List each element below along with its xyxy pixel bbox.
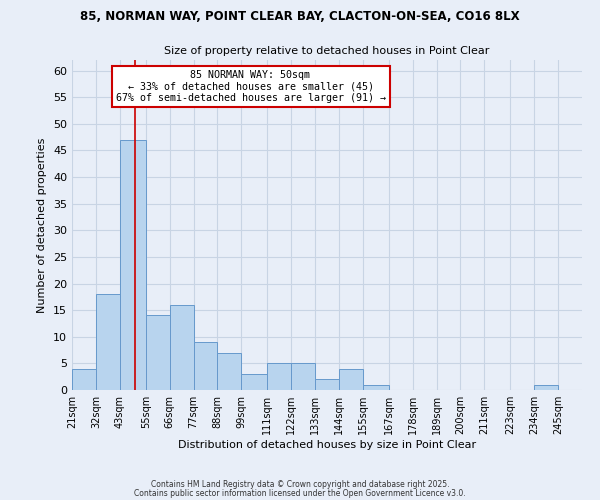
X-axis label: Distribution of detached houses by size in Point Clear: Distribution of detached houses by size … <box>178 440 476 450</box>
Text: 85 NORMAN WAY: 50sqm
← 33% of detached houses are smaller (45)
67% of semi-detac: 85 NORMAN WAY: 50sqm ← 33% of detached h… <box>115 70 386 103</box>
Bar <box>363 384 389 390</box>
Bar <box>170 305 194 390</box>
Text: 85, NORMAN WAY, POINT CLEAR BAY, CLACTON-ON-SEA, CO16 8LX: 85, NORMAN WAY, POINT CLEAR BAY, CLACTON… <box>80 10 520 23</box>
Bar <box>534 384 558 390</box>
Bar <box>194 342 217 390</box>
Bar <box>217 352 241 390</box>
Bar <box>96 294 120 390</box>
Text: Contains HM Land Registry data © Crown copyright and database right 2025.: Contains HM Land Registry data © Crown c… <box>151 480 449 489</box>
Bar <box>339 368 363 390</box>
Text: Contains public sector information licensed under the Open Government Licence v3: Contains public sector information licen… <box>134 489 466 498</box>
Bar <box>72 368 96 390</box>
Bar <box>241 374 268 390</box>
Y-axis label: Number of detached properties: Number of detached properties <box>37 138 47 312</box>
Bar <box>146 316 170 390</box>
Bar <box>120 140 146 390</box>
Bar <box>268 364 291 390</box>
Title: Size of property relative to detached houses in Point Clear: Size of property relative to detached ho… <box>164 46 490 56</box>
Bar <box>291 364 315 390</box>
Bar <box>315 380 339 390</box>
